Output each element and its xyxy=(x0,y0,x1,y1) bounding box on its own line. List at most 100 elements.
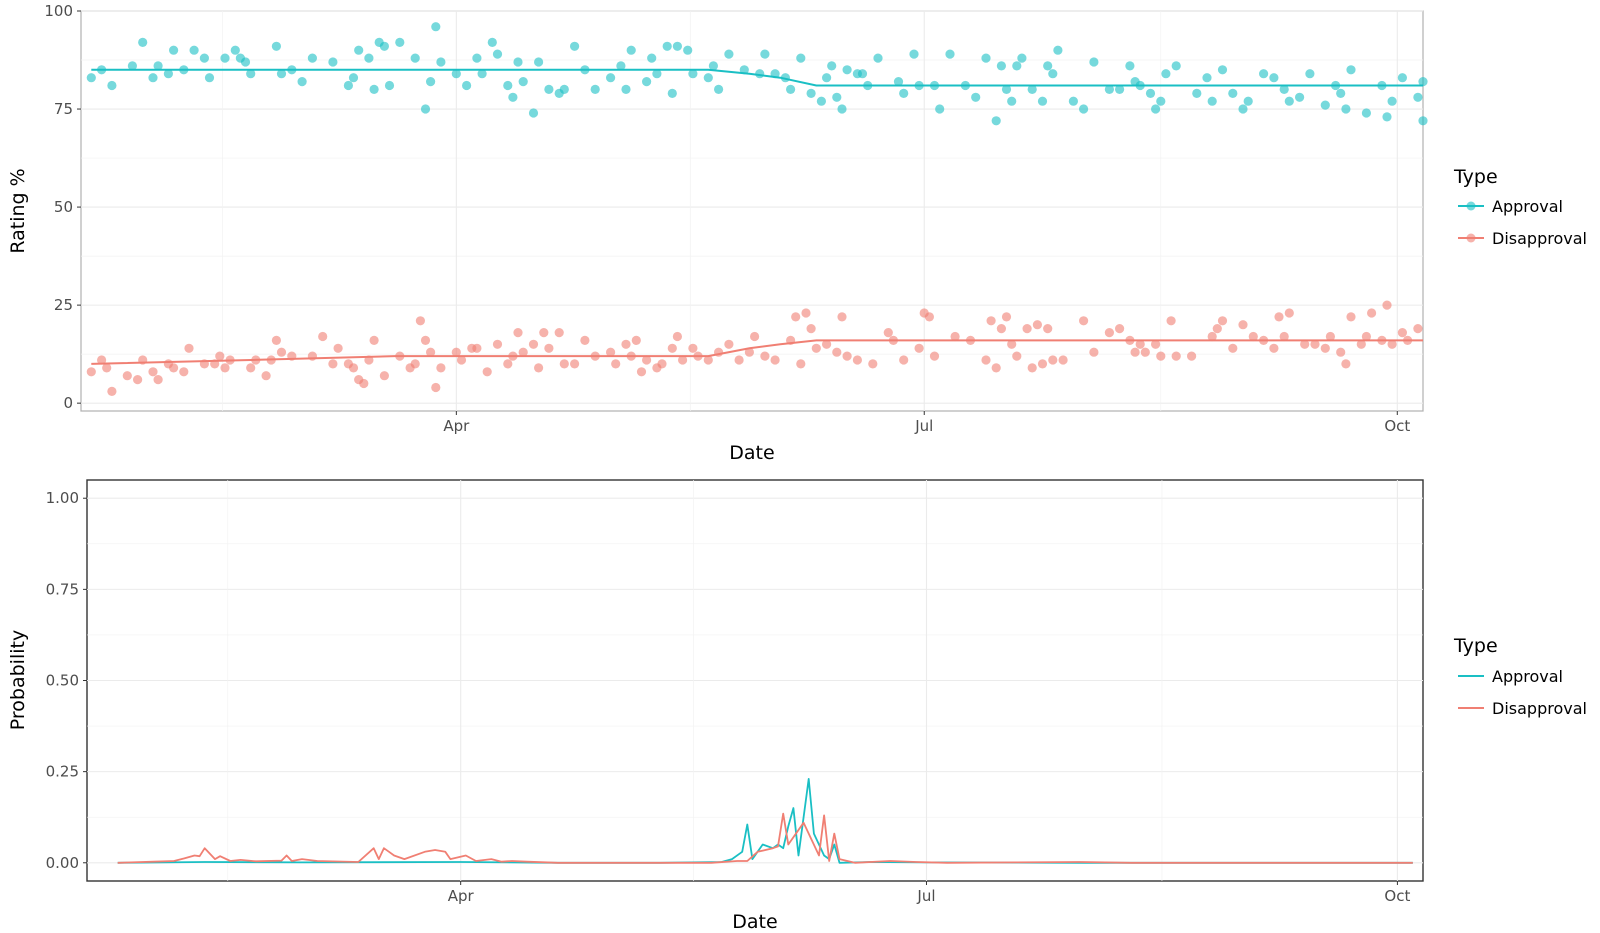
disapproval-point xyxy=(1032,320,1042,330)
y-tick-label: 50 xyxy=(54,198,73,216)
legend: Type Approval Disapproval xyxy=(1453,166,1587,248)
approval-point xyxy=(626,45,636,55)
disapproval-point xyxy=(806,324,816,334)
disapproval-point xyxy=(760,351,770,361)
approval-point xyxy=(477,69,487,79)
disapproval-point xyxy=(169,363,179,373)
approval-point xyxy=(138,37,148,48)
approval-point xyxy=(86,73,96,83)
disapproval-point xyxy=(539,328,549,338)
approval-point xyxy=(991,116,1001,126)
disapproval-point xyxy=(672,331,683,342)
approval-point xyxy=(1151,104,1161,114)
x-tick-label: Apr xyxy=(443,417,470,435)
disapproval-point xyxy=(1166,316,1176,326)
disapproval-point xyxy=(210,359,220,369)
disapproval-point xyxy=(246,363,256,373)
y-tick-label: 0.50 xyxy=(46,672,79,690)
disapproval-point xyxy=(1248,331,1258,342)
trend-lines xyxy=(91,68,1423,365)
y-tick-label: 0.25 xyxy=(46,763,79,781)
disapproval-point xyxy=(621,339,631,349)
approval-point xyxy=(307,53,317,63)
approval-point xyxy=(544,84,554,94)
approval-point xyxy=(590,84,600,94)
disapproval-point xyxy=(1104,328,1114,338)
disapproval-point xyxy=(133,375,143,385)
disapproval-point xyxy=(929,351,940,361)
disapproval-point xyxy=(657,359,667,369)
disapproval-point xyxy=(1274,312,1284,322)
approval-point xyxy=(929,80,940,91)
disapproval-point xyxy=(148,367,158,377)
disapproval-point xyxy=(225,355,235,365)
approval-point xyxy=(246,69,256,79)
disapproval-point xyxy=(606,347,616,357)
disapproval-point xyxy=(436,363,446,373)
approval-point xyxy=(570,41,580,51)
disapproval-point xyxy=(508,351,518,361)
approval-point xyxy=(1341,104,1351,114)
approval-point xyxy=(1012,61,1022,71)
approval-point xyxy=(1001,84,1012,94)
disapproval-point xyxy=(1361,331,1371,342)
approval-trend-line xyxy=(91,68,1423,87)
y-tick-label: 100 xyxy=(44,2,73,20)
approval-point xyxy=(683,45,693,55)
approval-point xyxy=(179,65,189,75)
approval-point xyxy=(1377,80,1387,91)
approval-point xyxy=(343,80,353,91)
approval-point xyxy=(647,53,657,63)
approval-point xyxy=(472,53,482,63)
approval-point xyxy=(1161,69,1171,79)
approval-point xyxy=(827,61,837,71)
disapproval-point xyxy=(518,347,528,357)
approval-point xyxy=(1243,96,1253,106)
disapproval-point xyxy=(1048,355,1058,365)
disapproval-point xyxy=(534,363,544,373)
approval-point xyxy=(127,61,137,71)
disapproval-point xyxy=(348,363,359,373)
probability-lines xyxy=(117,778,1413,864)
approval-point xyxy=(1418,77,1428,87)
approval-point xyxy=(873,53,883,63)
legend-label-approval: Approval xyxy=(1492,197,1563,216)
approval-point xyxy=(1048,69,1058,79)
disapproval-point xyxy=(786,335,796,345)
disapproval-point xyxy=(703,355,713,365)
disapproval-point xyxy=(837,312,847,322)
approval-point xyxy=(703,73,713,83)
disapproval-point xyxy=(1320,343,1330,353)
approval-point xyxy=(1135,80,1145,91)
approval-point xyxy=(739,65,749,75)
disapproval-point xyxy=(1212,324,1222,334)
x-axis-title: Date xyxy=(732,911,777,933)
disapproval-point xyxy=(1413,324,1423,334)
disapproval-point xyxy=(318,331,328,342)
disapproval-point xyxy=(888,335,899,345)
approval-point xyxy=(1202,73,1212,83)
approval-point xyxy=(508,92,518,102)
legend-title: Type xyxy=(1453,635,1498,657)
disapproval-point xyxy=(1156,351,1166,361)
disapproval-point xyxy=(307,351,317,361)
disapproval-point xyxy=(559,359,569,369)
approval-point xyxy=(1382,112,1392,122)
disapproval-point xyxy=(667,343,677,353)
approval-point xyxy=(945,49,955,59)
approval-point xyxy=(1192,88,1202,98)
plot-panel-border xyxy=(80,10,1424,412)
x-tick-labels: Apr Jul Oct xyxy=(448,881,1410,905)
disapproval-point xyxy=(883,328,893,338)
disapproval-point xyxy=(215,351,225,361)
disapproval-point xyxy=(1336,347,1346,357)
approval-point xyxy=(1397,73,1407,83)
disapproval-point xyxy=(261,371,271,381)
disapproval-point xyxy=(199,359,209,369)
probability-chart: 0.00 0.25 0.50 0.75 1.00 Apr Jul Oct Date Prob… xyxy=(7,479,1587,933)
disapproval-point xyxy=(1284,308,1294,318)
disapproval-point xyxy=(415,316,425,326)
legend-entry-approval: Approval xyxy=(1458,197,1563,216)
disapproval-point xyxy=(570,359,580,369)
disapproval-point xyxy=(426,347,436,357)
